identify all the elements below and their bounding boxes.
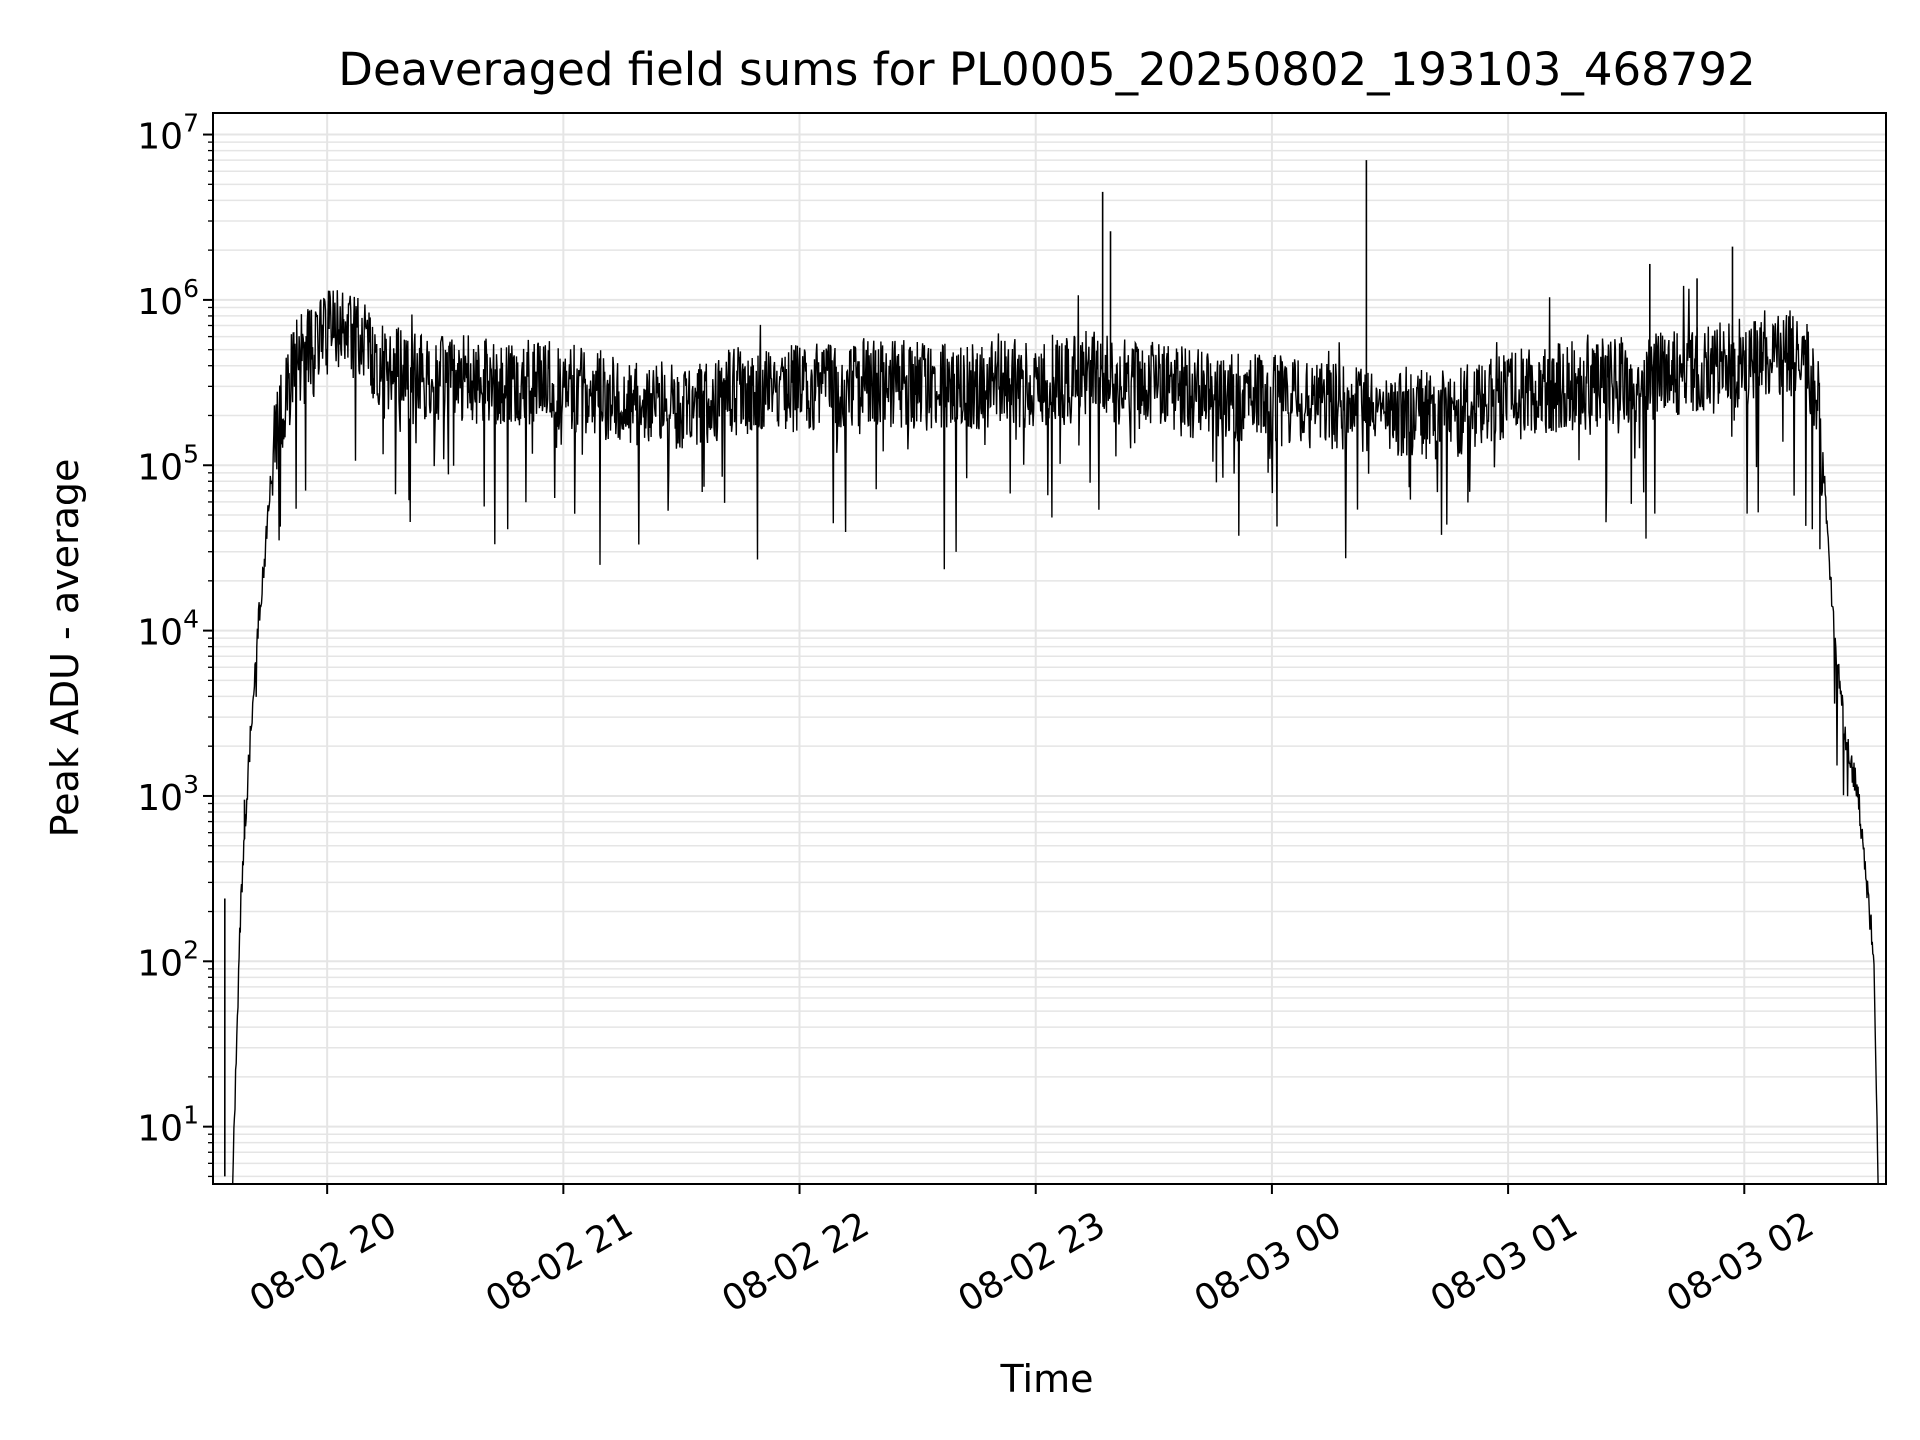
y-axis-label: Peak ADU - average bbox=[43, 459, 87, 838]
y-tick-label: 101 bbox=[137, 1101, 199, 1150]
y-tick-label: 102 bbox=[137, 935, 199, 984]
y-axis-ticks: 101 102 103 104 105 106 107 bbox=[137, 109, 213, 1178]
plot-frame bbox=[212, 112, 1887, 1185]
y-tick-label: 103 bbox=[137, 770, 199, 819]
chart-title: Deaveraged field sums for PL0005_2025080… bbox=[338, 43, 1755, 96]
y-tick-label: 106 bbox=[137, 274, 199, 323]
x-axis-label: Time bbox=[1000, 1357, 1094, 1401]
y-tick-label: 105 bbox=[137, 439, 199, 488]
y-tick-label: 107 bbox=[137, 109, 199, 158]
data-line-layer bbox=[224, 160, 1879, 1185]
series-line bbox=[232, 285, 1879, 1185]
y-tick-label: 104 bbox=[137, 605, 199, 654]
